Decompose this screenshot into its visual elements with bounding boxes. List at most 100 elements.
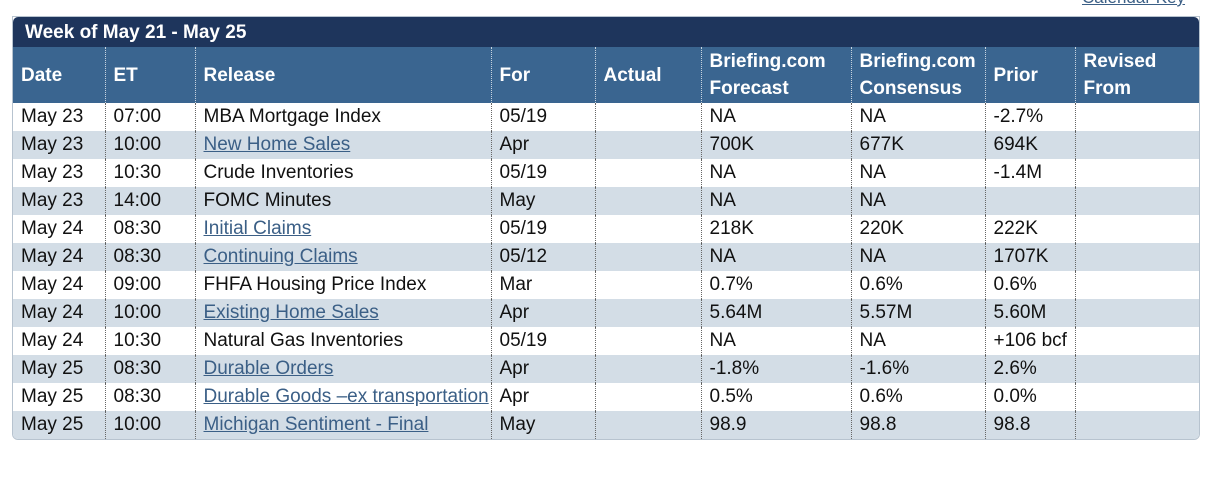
table-row: May 24 10:30 Natural Gas Inventories 05/19 N…: [13, 327, 1199, 355]
table-row: May 24 09:00 FHFA Housing Price Index Mar 0.…: [13, 271, 1199, 299]
cell: Durable Orders: [194, 355, 491, 383]
cell: 218K: [700, 215, 851, 243]
cell: [984, 187, 1075, 215]
cell: FOMC Minutes: [194, 187, 491, 215]
column-header: Briefing.com Consensus: [850, 47, 985, 103]
cell: [594, 383, 701, 411]
cell: Natural Gas Inventories: [194, 327, 491, 355]
column-header: Revised From: [1074, 47, 1199, 103]
cell: May 24: [13, 243, 105, 271]
cell: [1074, 299, 1199, 327]
cell: [1074, 159, 1199, 187]
cell: 1707K: [984, 243, 1075, 271]
release-link[interactable]: New Home Sales: [203, 134, 351, 155]
cell: 98.9: [700, 411, 851, 439]
cell: New Home Sales: [194, 131, 491, 159]
cell: [594, 159, 701, 187]
cell: 700K: [700, 131, 851, 159]
release-link[interactable]: Durable Orders: [203, 358, 334, 379]
cell: 05/19: [490, 103, 595, 131]
cell: Apr: [490, 131, 595, 159]
cell: NA: [700, 327, 851, 355]
table-row: May 24 08:30 Initial Claims 05/19 218K 220K 22…: [13, 215, 1199, 243]
cell: 05/19: [490, 159, 595, 187]
cell: NA: [850, 159, 985, 187]
cell: May: [490, 187, 595, 215]
release-link[interactable]: Initial Claims: [203, 218, 312, 239]
cell: NA: [850, 103, 985, 131]
cell: Michigan Sentiment - Final: [194, 411, 491, 439]
cell: May 25: [21, 386, 84, 407]
calendar-key-link[interactable]: Calendar Key: [1082, 0, 1185, 8]
cell: [1074, 187, 1199, 215]
cell: 07:00: [104, 103, 195, 131]
cell: May 23: [13, 187, 105, 215]
cell: [594, 103, 701, 131]
cell: [1074, 383, 1199, 411]
release-link[interactable]: Michigan Sentiment - Final: [203, 414, 429, 435]
cell: 10:00: [104, 411, 195, 439]
cell: 98.8: [850, 411, 985, 439]
cell: [1074, 411, 1199, 439]
cell: 0.7%: [700, 271, 851, 299]
cell: 694K: [984, 131, 1075, 159]
cell: NA: [700, 187, 851, 215]
cell: 220K: [850, 215, 985, 243]
table-body: May 23 07:00 MBA Mortgage Index 05/19 NA NA -2…: [13, 103, 1199, 439]
cell: NA: [700, 103, 851, 131]
table-row: May 23 14:00 FOMC Minutes May NA NA: [13, 187, 1199, 215]
header-row: Date ET Release For Actual Briefing.com Forec…: [13, 47, 1199, 103]
cell: 2.6%: [984, 355, 1075, 383]
table-row: May 25 10:00 Michigan Sentiment - Final May…: [13, 411, 1199, 439]
cell: May 24: [21, 218, 84, 239]
cell: 5.57M: [850, 299, 985, 327]
column-header: Release: [194, 47, 491, 103]
cell: -1.8%: [700, 355, 851, 383]
cell: 10:00: [104, 299, 195, 327]
column-header: Prior: [984, 47, 1075, 103]
table-row: May 25 08:30 Durable Goods –ex transportat…: [13, 383, 1199, 411]
table-row: May 24 10:00 Existing Home Sales Apr 5.64M 5.…: [13, 299, 1199, 327]
column-header: For: [490, 47, 595, 103]
cell: Durable Goods –ex transportation: [194, 383, 491, 411]
cell: [594, 187, 701, 215]
release-link[interactable]: Durable Goods –ex transportation: [203, 386, 489, 407]
cell: May 23: [21, 106, 84, 127]
cell: FHFA Housing Price Index: [194, 271, 491, 299]
release-link[interactable]: Continuing Claims: [203, 246, 358, 267]
cell: May 24: [21, 274, 84, 295]
cell: 10:30: [104, 159, 195, 187]
cell: -1.4M: [984, 159, 1075, 187]
cell: 98.8: [984, 411, 1075, 439]
cell: -1.6%: [850, 355, 985, 383]
cell: [1074, 243, 1199, 271]
cell: 08:30: [104, 243, 195, 271]
cell: [1074, 355, 1199, 383]
cell: [594, 299, 701, 327]
cell: May 24: [21, 330, 84, 351]
cell: 08:30: [104, 215, 195, 243]
cell: [1074, 103, 1199, 131]
cell: [594, 243, 701, 271]
release-link[interactable]: Existing Home Sales: [203, 302, 379, 323]
cell: May 24: [13, 299, 105, 327]
table: Date ET Release For Actual Briefing.com Forec…: [13, 47, 1199, 439]
cell: Mar: [490, 271, 595, 299]
cell: Apr: [490, 299, 595, 327]
cell: 09:00: [104, 271, 195, 299]
table-row: May 24 08:30 Continuing Claims 05/12 NA NA 170…: [13, 243, 1199, 271]
cell: NA: [850, 187, 985, 215]
cell: 222K: [984, 215, 1075, 243]
table-title: Week of May 21 - May 25: [13, 17, 1199, 47]
cell: 05/12: [490, 243, 595, 271]
cell: NA: [850, 243, 985, 271]
cell: 08:30: [104, 383, 195, 411]
cell: 05/19: [490, 215, 595, 243]
cell: 10:30: [104, 327, 195, 355]
cell: May 23: [13, 131, 105, 159]
cell: [594, 271, 701, 299]
cell: [1074, 215, 1199, 243]
cell: Initial Claims: [194, 215, 491, 243]
cell: Existing Home Sales: [194, 299, 491, 327]
